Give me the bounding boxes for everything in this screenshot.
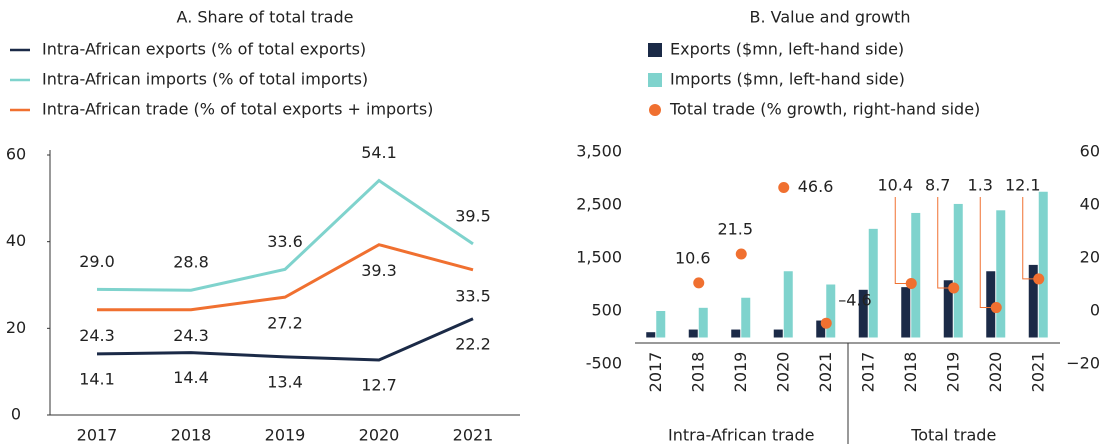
x-tick-label: 2019 [265,426,306,444]
bar [698,307,708,338]
chart-title: B. Value and growth [749,8,910,27]
data-label: 39.3 [361,261,397,280]
x-tick-label: 2018 [688,352,707,393]
x-tick-label: 2020 [986,352,1005,393]
bar [996,210,1006,338]
y2-tick-label: 0 [1090,301,1100,320]
bar [911,212,921,338]
data-label: 27.2 [267,314,303,333]
x-tick-label: 2021 [453,426,494,444]
group-label: Intra-African trade [668,426,814,444]
y-tick-label: 60 [6,145,26,164]
data-label: 12.7 [361,375,397,394]
line [97,243,474,312]
data-label: 12.1 [1005,176,1041,195]
legend-label: Intra-African imports (% of total import… [42,70,368,89]
data-label: 14.4 [173,368,209,387]
y2-tick-label: 20 [1080,248,1100,267]
bar [816,320,826,338]
x-tick-label: 2019 [731,352,750,393]
line [96,178,474,292]
data-label: 28.8 [173,253,209,272]
data-label: 10.6 [675,248,711,267]
bar [1038,191,1048,338]
bar [901,287,911,338]
y-tick-label: 40 [6,231,26,250]
y-tick-label: 0 [11,405,21,424]
bar [943,280,953,338]
dot [778,182,790,194]
bar [1028,264,1038,338]
y-tick-label: 500 [591,301,622,320]
data-label: 14.1 [79,369,115,388]
data-label: 29.0 [79,252,115,271]
data-label: 24.3 [173,326,209,345]
bar [986,271,996,338]
leader-line [937,197,954,289]
bar [741,297,751,338]
bar [783,271,793,338]
data-label: 22.2 [455,334,491,353]
legend-swatch [649,104,661,116]
x-tick-label: 2020 [773,352,792,393]
bar [826,284,836,338]
data-label: –4.6 [838,291,871,310]
data-label: 1.3 [968,176,993,195]
bar [731,329,741,338]
bar [646,332,656,338]
y-tick-label: 20 [6,318,26,337]
y-tick-label: 1,500 [576,248,622,267]
dot [820,317,832,329]
x-tick-label: 2019 [943,352,962,393]
data-label: 46.6 [798,177,834,196]
legend-label: Exports ($mn, left-hand side) [670,40,904,59]
y-tick-label: 2,500 [576,195,622,214]
legend-label: Total trade (% growth, right-hand side) [669,100,980,119]
data-label: 33.5 [455,286,491,305]
legend-label: Intra-African trade (% of total exports … [42,100,433,119]
leader-line [894,197,912,284]
data-label: 21.5 [717,220,753,239]
data-label: 39.5 [455,206,491,225]
x-tick-label: 2017 [77,426,118,444]
data-label: 54.1 [361,143,397,162]
x-tick-label: 2018 [171,426,212,444]
legend-label: Intra-African exports (% of total export… [42,40,366,59]
x-tick-label: 2017 [858,352,877,393]
group-label: Total trade [910,426,996,444]
x-tick-label: 2018 [901,352,920,393]
dot [735,248,747,260]
y-tick-label: -500 [586,354,622,373]
bar [868,228,878,338]
data-label: 24.3 [79,326,115,345]
data-label: 8.7 [925,176,950,195]
data-label: 33.6 [267,232,303,251]
leader-line [979,197,997,309]
y-tick-label: 3,500 [576,142,622,161]
y2-tick-label: 40 [1080,195,1100,214]
bar [858,289,868,338]
x-tick-label: 2020 [359,426,400,444]
data-label: 13.4 [267,372,303,391]
bar [773,329,783,338]
y2-tick-label: −20 [1066,354,1100,373]
chart-title: A. Share of total trade [177,8,354,27]
y2-tick-label: 60 [1080,142,1100,161]
line [96,317,474,362]
data-label: 10.4 [877,176,913,195]
legend-swatch [648,43,662,57]
leader-line [1022,197,1039,280]
bar [656,311,666,338]
dot [693,277,705,289]
x-tick-label: 2017 [646,352,665,393]
x-tick-label: 2021 [1028,352,1047,393]
x-tick-label: 2021 [816,352,835,393]
bar [688,329,698,338]
bar [953,203,963,338]
legend-swatch [648,73,662,87]
legend-label: Imports ($mn, left-hand side) [670,70,905,89]
